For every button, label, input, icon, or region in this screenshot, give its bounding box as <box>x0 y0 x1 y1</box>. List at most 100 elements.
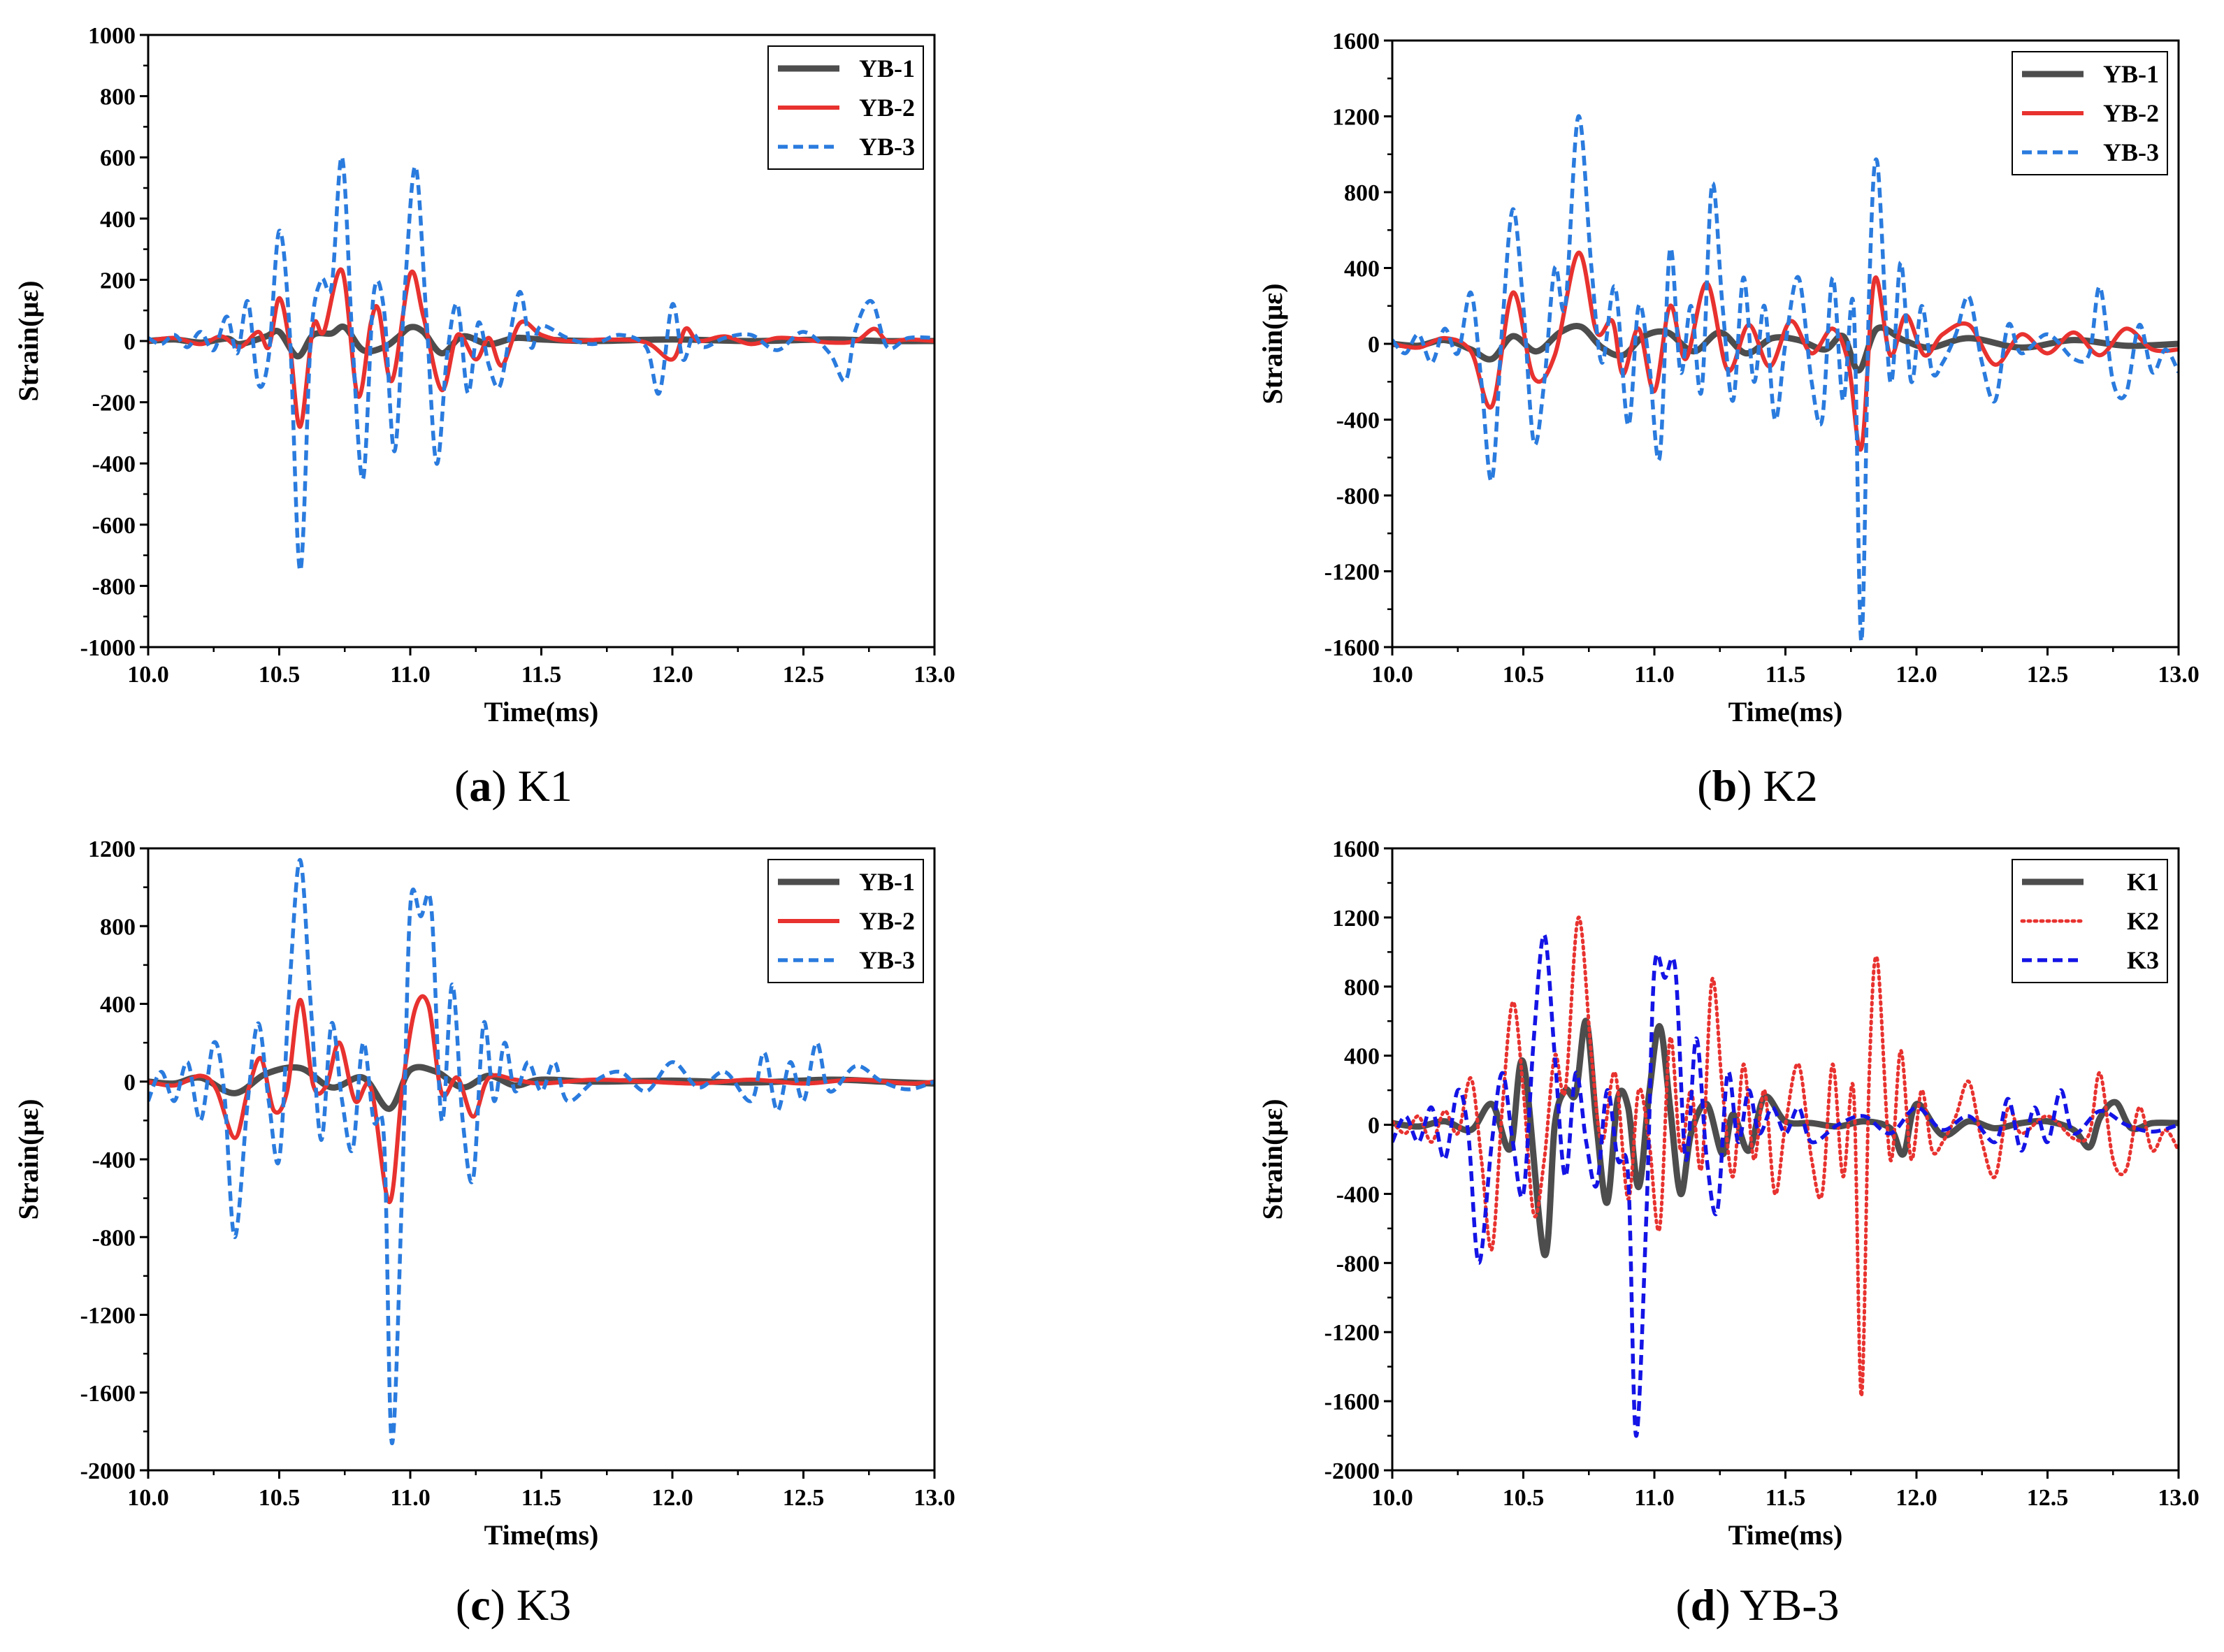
x-tick-label: 11.5 <box>1766 662 1806 688</box>
y-tick-label: -1600 <box>1324 1389 1380 1415</box>
y-axis-label: Strain(με) <box>1257 1099 1288 1219</box>
caption-letter: b <box>1712 761 1738 811</box>
y-tick-label: -600 <box>92 513 136 539</box>
x-tick-label: 13.0 <box>2158 662 2200 688</box>
y-tick-label: 1200 <box>88 836 136 862</box>
legend-label: YB-1 <box>859 868 915 896</box>
legend-entry: K3 <box>2022 946 2159 974</box>
x-tick-label: 10.0 <box>127 662 169 688</box>
y-tick-label: 800 <box>100 914 136 940</box>
x-tick-label: 10.5 <box>1503 1485 1545 1511</box>
legend-label: YB-1 <box>2103 60 2159 88</box>
series-line-yb-1 <box>148 1064 934 1113</box>
panel-a: 1000 800 600 400 200 0 -200 -400 -600 -800 -1000 1… <box>13 23 955 811</box>
legend-entry: YB-1 <box>2022 60 2159 88</box>
y-tick-label: 200 <box>100 268 136 294</box>
y-tick-label: -200 <box>92 391 136 416</box>
y-tick-label: -1200 <box>1324 1320 1380 1346</box>
y-tick-label: -800 <box>1336 1251 1380 1277</box>
x-tick-label: 12.0 <box>651 662 693 688</box>
y-tick-label: -800 <box>92 574 136 600</box>
x-tick-label: 12.5 <box>783 1485 825 1511</box>
y-tick-label: 1600 <box>1332 836 1380 862</box>
panel-b: 1600 1200 800 400 0 -400 -800 -1200 -1600 10.0 10… <box>1257 29 2200 811</box>
y-tick-label: -400 <box>1336 1182 1380 1208</box>
legend-entry: YB-2 <box>2022 99 2159 127</box>
y-tick-label: 600 <box>100 145 136 171</box>
y-tick-label: -1200 <box>1324 560 1380 586</box>
y-tick-label: 1200 <box>1332 105 1380 131</box>
y-tick-label: -800 <box>1336 484 1380 509</box>
legend-entry: YB-1 <box>778 55 915 82</box>
x-tick-label: 10.5 <box>1503 662 1545 688</box>
series-line-k1 <box>1392 1017 2179 1259</box>
y-tick-label: -2000 <box>1324 1458 1380 1484</box>
legend-entry: YB-3 <box>778 133 915 161</box>
legend-label: YB-3 <box>859 946 915 974</box>
x-tick-label: 11.0 <box>390 1485 431 1511</box>
y-tick-label: 400 <box>100 992 136 1018</box>
x-axis-label: Time(ms) <box>484 696 599 727</box>
legend-label: YB-3 <box>2103 138 2159 166</box>
legend-label: K3 <box>2127 946 2159 974</box>
y-axis-label: Strain(με) <box>1257 283 1288 404</box>
legend-entry: K2 <box>2020 907 2159 935</box>
y-tick-label: -1000 <box>80 635 136 661</box>
legend-entry: YB-3 <box>778 946 915 974</box>
x-tick-label: 12.5 <box>2027 1485 2069 1511</box>
legend: YB-1 YB-2 YB-3 <box>767 45 924 170</box>
x-axis-label: Time(ms) <box>484 1519 599 1551</box>
legend: YB-1 YB-2 YB-3 <box>767 859 924 983</box>
series-line-k3 <box>1392 932 2179 1438</box>
panel-caption: (b) K2 <box>1697 761 1817 811</box>
y-tick-label: 0 <box>1368 1113 1380 1139</box>
x-tick-label: 11.0 <box>1634 1485 1675 1511</box>
y-tick-label: 0 <box>1368 332 1380 358</box>
panel-caption: (a) K1 <box>454 761 572 811</box>
y-tick-label: 1600 <box>1332 29 1380 55</box>
series-line-yb-3 <box>1392 114 2179 644</box>
legend-entry: K1 <box>2022 868 2159 896</box>
caption-letter: d <box>1691 1580 1716 1630</box>
legend-label: YB-2 <box>859 907 915 935</box>
legend-label: YB-1 <box>859 55 915 82</box>
y-tick-label: -800 <box>92 1225 136 1251</box>
series-line-k2 <box>1392 915 2179 1398</box>
y-tick-label: 0 <box>124 329 136 355</box>
x-tick-label: 10.0 <box>1371 662 1413 688</box>
caption-letter: a <box>469 761 491 811</box>
y-tick-label: 400 <box>1344 1044 1380 1070</box>
series-line-yb-3 <box>148 155 934 573</box>
x-tick-label: 12.5 <box>783 662 825 688</box>
caption-name: YB-3 <box>1740 1580 1839 1630</box>
series-line-yb-1 <box>1392 323 2179 374</box>
legend-label: K2 <box>2127 907 2159 935</box>
y-tick-label: 0 <box>124 1070 136 1096</box>
caption-name: K3 <box>517 1580 571 1630</box>
y-tick-label: 400 <box>1344 256 1380 282</box>
y-tick-label: -1600 <box>1324 635 1380 661</box>
legend-label: YB-2 <box>2103 99 2159 127</box>
x-tick-label: 12.0 <box>651 1485 693 1511</box>
x-tick-label: 13.0 <box>2158 1485 2200 1511</box>
legend: K1 K2 K3 <box>2012 859 2168 983</box>
y-tick-label: 800 <box>100 85 136 110</box>
x-tick-label: 13.0 <box>914 1485 955 1511</box>
y-tick-label: -1200 <box>80 1303 136 1329</box>
y-axis-label: Strain(με) <box>13 280 44 401</box>
x-tick-label: 12.0 <box>1896 1485 1937 1511</box>
x-tick-label: 10.5 <box>259 1485 301 1511</box>
x-axis-label: Time(ms) <box>1728 1519 1843 1551</box>
x-tick-label: 11.0 <box>1634 662 1675 688</box>
x-tick-label: 11.5 <box>1766 1485 1806 1511</box>
panel-d: 1600 1200 800 400 0 -400 -800 -1200 -1600 -2000 1… <box>1257 836 2200 1630</box>
y-tick-label: -2000 <box>80 1458 136 1484</box>
legend-entry: YB-3 <box>2022 138 2159 166</box>
legend-entry: YB-2 <box>778 907 915 935</box>
panel-caption: (d) YB-3 <box>1675 1580 1839 1630</box>
legend: YB-1 YB-2 YB-3 <box>2012 51 2168 175</box>
panel-c: 1200 800 400 0 -400 -800 -1200 -1600 -2000 10.0 1… <box>13 836 955 1630</box>
y-tick-label: -400 <box>1336 408 1380 434</box>
x-tick-label: 12.0 <box>1896 662 1937 688</box>
y-axis-label: Strain(με) <box>13 1099 44 1219</box>
